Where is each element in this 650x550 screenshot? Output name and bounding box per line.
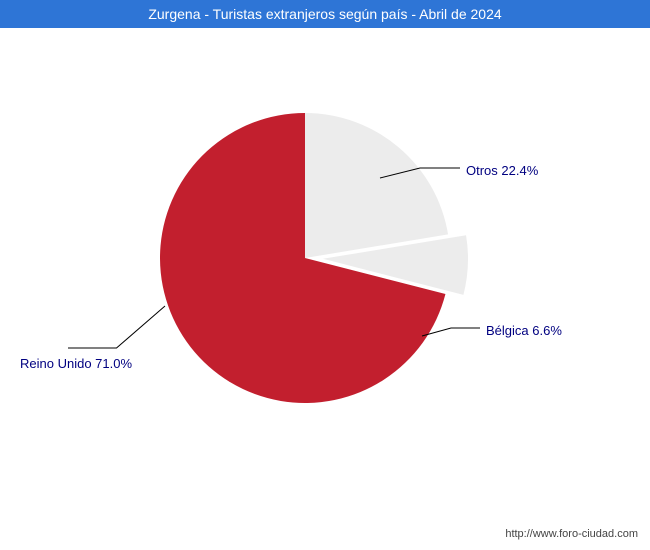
leader-line-2 <box>68 306 165 348</box>
pie-slice-0 <box>305 113 448 258</box>
chart-title-bar: Zurgena - Turistas extranjeros según paí… <box>0 0 650 28</box>
slice-label-1: Bélgica 6.6% <box>486 323 562 338</box>
slice-label-2: Reino Unido 71.0% <box>20 356 132 371</box>
chart-title: Zurgena - Turistas extranjeros según paí… <box>148 6 501 22</box>
attribution-text: http://www.foro-ciudad.com <box>505 528 638 540</box>
chart-area: Otros 22.4% Bélgica 6.6% Reino Unido 71.0% <box>0 28 650 518</box>
slice-label-0: Otros 22.4% <box>466 163 538 178</box>
pie-chart <box>160 93 490 463</box>
